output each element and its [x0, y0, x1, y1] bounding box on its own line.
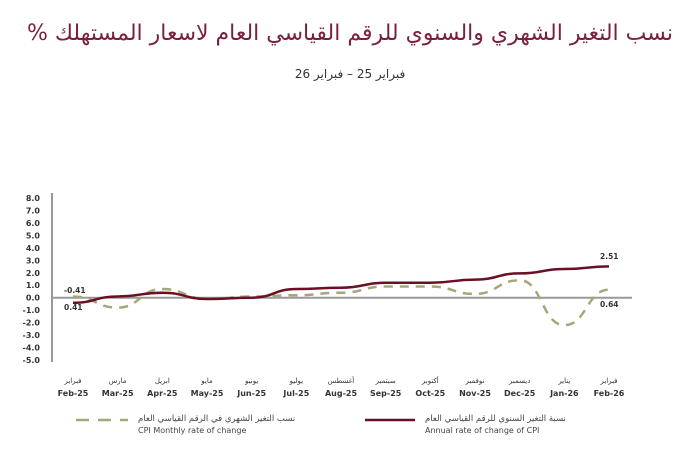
chart-title: نسب التغير الشهري والسنوي للرقم القياسي …: [26, 21, 674, 46]
legend-item-monthly: نسب التغير الشهري في الرقم القياسي العام…: [138, 414, 295, 436]
x-tick-label-ar: مايو: [200, 377, 213, 385]
x-tick-label-ar: ديسمبر: [508, 377, 530, 385]
y-tick-label: -4.0: [23, 344, 41, 353]
legend-label-monthly-ar: نسب التغير الشهري في الرقم القياسي العام: [138, 414, 296, 424]
y-tick-label: 3.0: [26, 256, 41, 265]
x-tick-label-ar: أكتوبر: [421, 376, 439, 385]
legend-label-annual-en: Annual rate of change of CPI: [425, 426, 540, 435]
legend-label-monthly-en: CPI Monthly rate of change: [138, 426, 247, 435]
x-tick-label-ar: فبراير: [599, 377, 617, 385]
x-tick-label: Jul-25: [282, 389, 309, 398]
data-label: 0.41: [64, 303, 83, 312]
data-label: -0.41: [64, 286, 86, 295]
x-tick-label: Apr-25: [147, 389, 178, 398]
x-tick-label: Sep-25: [370, 389, 402, 398]
x-tick-label: Oct-25: [415, 389, 445, 398]
x-tick-label-ar: ابريل: [155, 377, 170, 385]
data-label: 0.64: [600, 300, 619, 309]
x-tick-label: Mar-25: [102, 389, 134, 398]
legend-item-annual: نسبة التغير السنوي للرقم القياسي العام A…: [425, 414, 566, 436]
y-tick-label: 1.0: [26, 281, 41, 290]
y-tick-label: -5.0: [23, 356, 41, 365]
y-tick-label: 5.0: [26, 231, 41, 240]
x-tick-label: May-25: [191, 389, 224, 398]
legend-label-annual-ar: نسبة التغير السنوي للرقم القياسي العام: [425, 414, 566, 424]
x-tick-label-ar: يناير: [557, 377, 570, 385]
y-tick-label: -2.0: [23, 319, 41, 328]
monthly-series-line: [72, 278, 610, 327]
x-tick-label: Nov-25: [459, 389, 491, 398]
x-tick-label-ar: سبتمبر: [375, 377, 396, 385]
y-tick-label: 0.0: [26, 294, 41, 303]
annual-series-line: [72, 265, 610, 305]
data-label: 2.51: [600, 252, 619, 261]
y-tick-label: -3.0: [23, 331, 41, 340]
y-tick-label: 6.0: [26, 219, 41, 228]
y-tick-label: 2.0: [26, 269, 41, 278]
x-tick-label: Jan-26: [549, 389, 579, 398]
y-tick-label: -1.0: [23, 306, 41, 315]
x-tick-label-ar: يونيو: [244, 377, 258, 385]
x-tick-label-ar: فبراير: [63, 377, 81, 385]
y-tick-label: 7.0: [26, 206, 41, 215]
chart-subtitle: فبراير 25 – فبراير 26: [294, 67, 406, 81]
x-tick-label: Jun-25: [236, 389, 266, 398]
x-tick-label: Aug-25: [325, 389, 358, 398]
x-tick-label-ar: مارس: [109, 377, 127, 385]
y-tick-label: 8.0: [26, 194, 41, 203]
y-tick-label: 4.0: [26, 244, 41, 253]
x-tick-label-ar: أغسطس: [328, 376, 355, 385]
x-tick-label: Dec-25: [504, 389, 536, 398]
x-tick-label: Feb-25: [58, 389, 89, 398]
x-tick-label-ar: يوليو: [289, 377, 303, 385]
x-tick-label-ar: نوفمبر: [465, 377, 485, 385]
x-tick-label: Feb-26: [594, 389, 625, 398]
